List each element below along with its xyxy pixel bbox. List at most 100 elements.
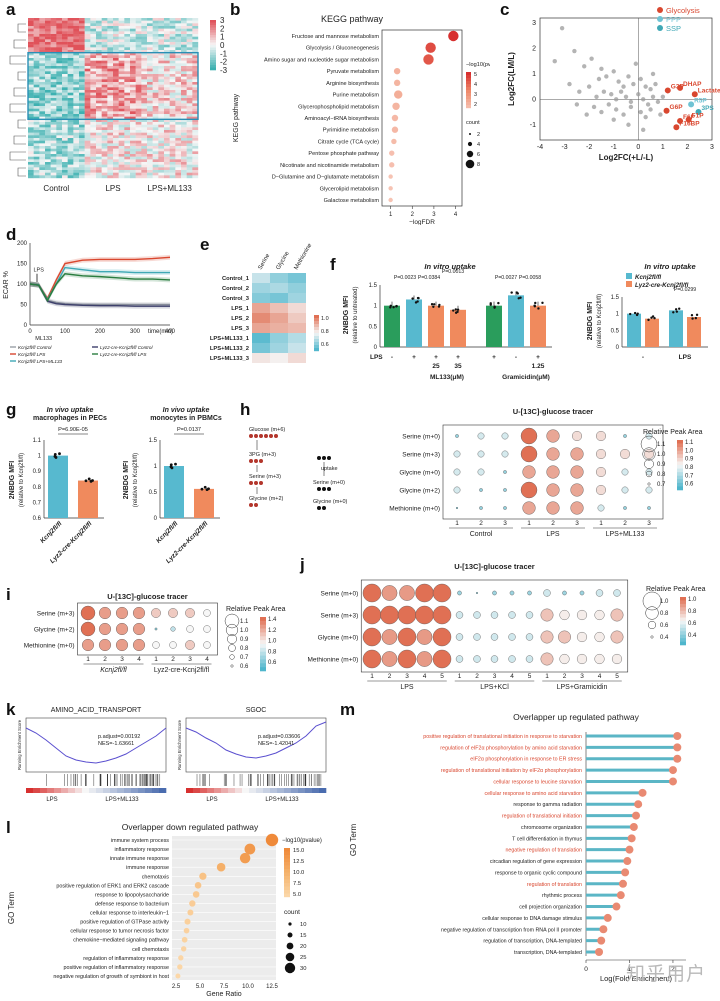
heatmap-cell [175,26,182,29]
bubble [457,590,462,596]
bubble [362,583,382,603]
point-label: F16BP [679,120,700,127]
heatmap-cell [130,63,136,67]
heatmap-cell [45,151,51,155]
colorbar-cell [210,25,216,28]
heatmap-cell [84,124,91,128]
heatmap-cell [45,34,51,37]
heatmap-cell [73,76,80,80]
heatmap-cell [141,143,148,147]
heatmap-cell [113,87,119,91]
heatmap-cell [130,130,136,133]
heatmap-cell [130,71,136,75]
heatmap-cell [84,170,91,173]
heatmap-cell [141,68,148,72]
heatmap-cell [164,100,170,104]
heatmap-cell [181,130,187,133]
heatmap-cell [130,34,136,37]
heatmap-cell [186,92,193,96]
heatmap-cell [113,55,119,59]
heatmap-cell [186,124,193,128]
size-legend-label: 0.6 [660,623,669,629]
heatmap-cell [135,47,142,51]
bubble [540,608,554,622]
heatmap-cell [84,58,91,61]
rank-color-bar [117,788,125,793]
heatmap-cell [67,84,74,88]
heatmap-cell [56,66,63,69]
heatmap-cell [141,39,148,43]
heatmap-cell [192,148,199,152]
heatmap-cell [169,90,176,93]
panel-label: i [6,585,11,604]
heatmap-cell [164,122,170,125]
heatmap-cell [135,154,142,157]
heatmap-cell [90,90,97,93]
heatmap-cell [130,92,136,96]
heatmap-cell [67,44,74,48]
heatmap-cell [158,159,165,163]
heatmap-cell [101,68,108,72]
bubble [522,501,536,515]
heatmap-cell [28,111,34,115]
heatmap-cell [147,135,153,139]
heatmap-cell [33,52,40,56]
rank-color-bar [298,788,306,793]
heatmap-cell [186,58,193,61]
colorbar-cell [284,858,290,863]
colorbar-cell [260,659,266,664]
go-term-label: defense response to bacterium [95,901,170,907]
heatmap-cell [96,164,102,168]
heatmap-cell [79,146,85,149]
heatmap-cell [135,68,142,72]
heatmap-cell [84,66,91,69]
heatmap-cell [84,172,91,176]
heatmap-cell [175,138,182,141]
heatmap-cell [124,124,131,128]
heatmap-cell [84,108,91,112]
x-tick-label: 10.0 [242,984,254,990]
heatmap-cell [107,111,114,115]
column-label: 1 [455,520,459,527]
heatmap-cell [73,55,80,59]
heatmap-cell [67,114,74,117]
heatmap-cell [135,87,142,91]
y-tick-label: 2 [532,46,536,53]
bubble [508,633,516,641]
size-legend-circle [640,435,658,453]
heatmap-cell [164,114,170,117]
bubble [381,651,398,667]
heatmap-cell [79,119,85,123]
heatmap-cell [158,124,165,128]
heatmap-cell [33,172,40,176]
heatmap-cell [101,76,108,80]
rank-color-bar [82,788,90,793]
size-legend-label: 0.6 [240,664,249,670]
heatmap-cell [28,106,34,109]
heatmap-cell [141,55,148,59]
colorbar-cell [260,647,266,653]
heatmap-cell [147,154,153,157]
heatmap-cell [169,82,176,85]
replicate-dot [675,310,679,313]
data-point [244,843,256,855]
plot-frame [442,424,664,520]
heatmap-cell [186,84,193,88]
heatmap-cell [186,100,193,104]
heatmap-cell [90,138,97,141]
heatmap-cell [118,167,125,171]
p-value: P=0.0013 [442,269,464,275]
heatmap-cell [124,151,131,155]
heatmap-cell [175,132,182,136]
replicate-dot [437,305,441,308]
heatmap-cell [181,156,187,160]
colorbar-cell [680,607,686,612]
heatmap-cell [90,44,97,48]
heatmap-cell [33,90,40,93]
heatmap-cell [147,31,153,35]
heatmap-cell [164,116,170,120]
heatmap-cell [158,156,165,160]
colorbar-cell [260,620,266,626]
heatmap-cell [124,63,131,67]
heatmap-cell [28,162,34,165]
